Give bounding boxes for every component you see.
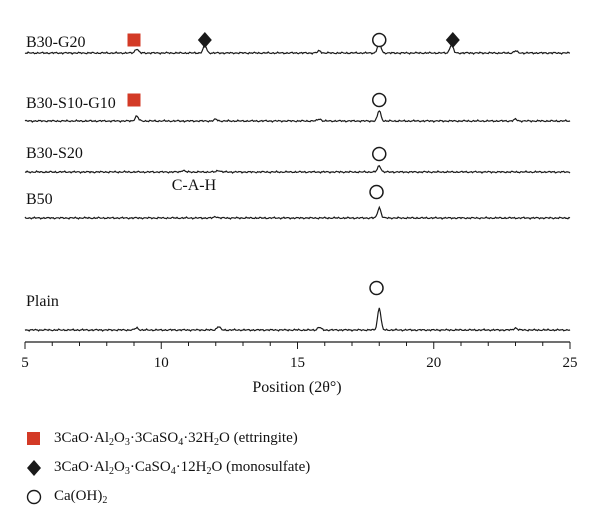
legend-text: 3CaO·Al2O3·CaSO4·12H2O (monosulfate)	[54, 459, 311, 477]
monosulfate-legend-icon	[26, 459, 48, 477]
series-line	[24, 39, 571, 55]
x-axis: 5 10 15 20 25	[21, 341, 578, 371]
ettringite-marker	[127, 93, 141, 107]
caoh2-marker	[369, 280, 384, 296]
monosulfate-marker	[445, 32, 460, 48]
ettringite-legend-icon	[26, 431, 48, 447]
series-line	[24, 110, 571, 123]
legend-text: Ca(OH)2	[54, 488, 108, 506]
x-axis-label: Position (2θ°)	[252, 379, 341, 396]
legend: 3CaO·Al2O3·3CaSO4·32H2O (ettringite) 3CaO…	[26, 424, 310, 511]
series-group: B30-G20 B30-S10-G10 B30-S20 B50 Plain C-A-H	[24, 34, 571, 332]
x-tick-label: 20	[426, 355, 441, 371]
series-label: B30-S10-G10	[26, 95, 116, 112]
caoh2-marker	[372, 92, 387, 108]
legend-item: Ca(OH)2	[26, 482, 310, 511]
series-line	[24, 307, 571, 332]
legend-item: 3CaO·Al2O3·CaSO4·12H2O (monosulfate)	[26, 453, 310, 482]
x-tick-label: 15	[290, 355, 305, 371]
xrd-chart: 5 10 15 20 25 B30-G20 B30-S10-G10 B30-S20 B50 Pl…	[21, 32, 578, 396]
caoh2-marker	[369, 184, 384, 200]
monosulfate-marker	[197, 32, 212, 48]
series-label: B30-G20	[26, 34, 86, 51]
series-label: Plain	[26, 293, 59, 310]
series-line	[24, 205, 571, 220]
legend-text: 3CaO·Al2O3·3CaSO4·32H2O (ettringite)	[54, 430, 298, 448]
marker-group	[127, 32, 460, 296]
legend-item: 3CaO·Al2O3·3CaSO4·32H2O (ettringite)	[26, 424, 310, 453]
caoh2-marker	[372, 32, 387, 48]
x-tick-label: 5	[21, 355, 29, 371]
x-tick-label: 25	[563, 355, 578, 371]
ettringite-marker	[127, 33, 141, 47]
x-tick-label: 10	[154, 355, 169, 371]
series-label: B30-S20	[26, 145, 83, 162]
caoh2-legend-icon	[26, 489, 48, 505]
cah-annotation: C-A-H	[172, 177, 217, 194]
series-line	[24, 165, 571, 174]
series-label: B50	[26, 191, 53, 208]
caoh2-marker	[372, 146, 387, 162]
